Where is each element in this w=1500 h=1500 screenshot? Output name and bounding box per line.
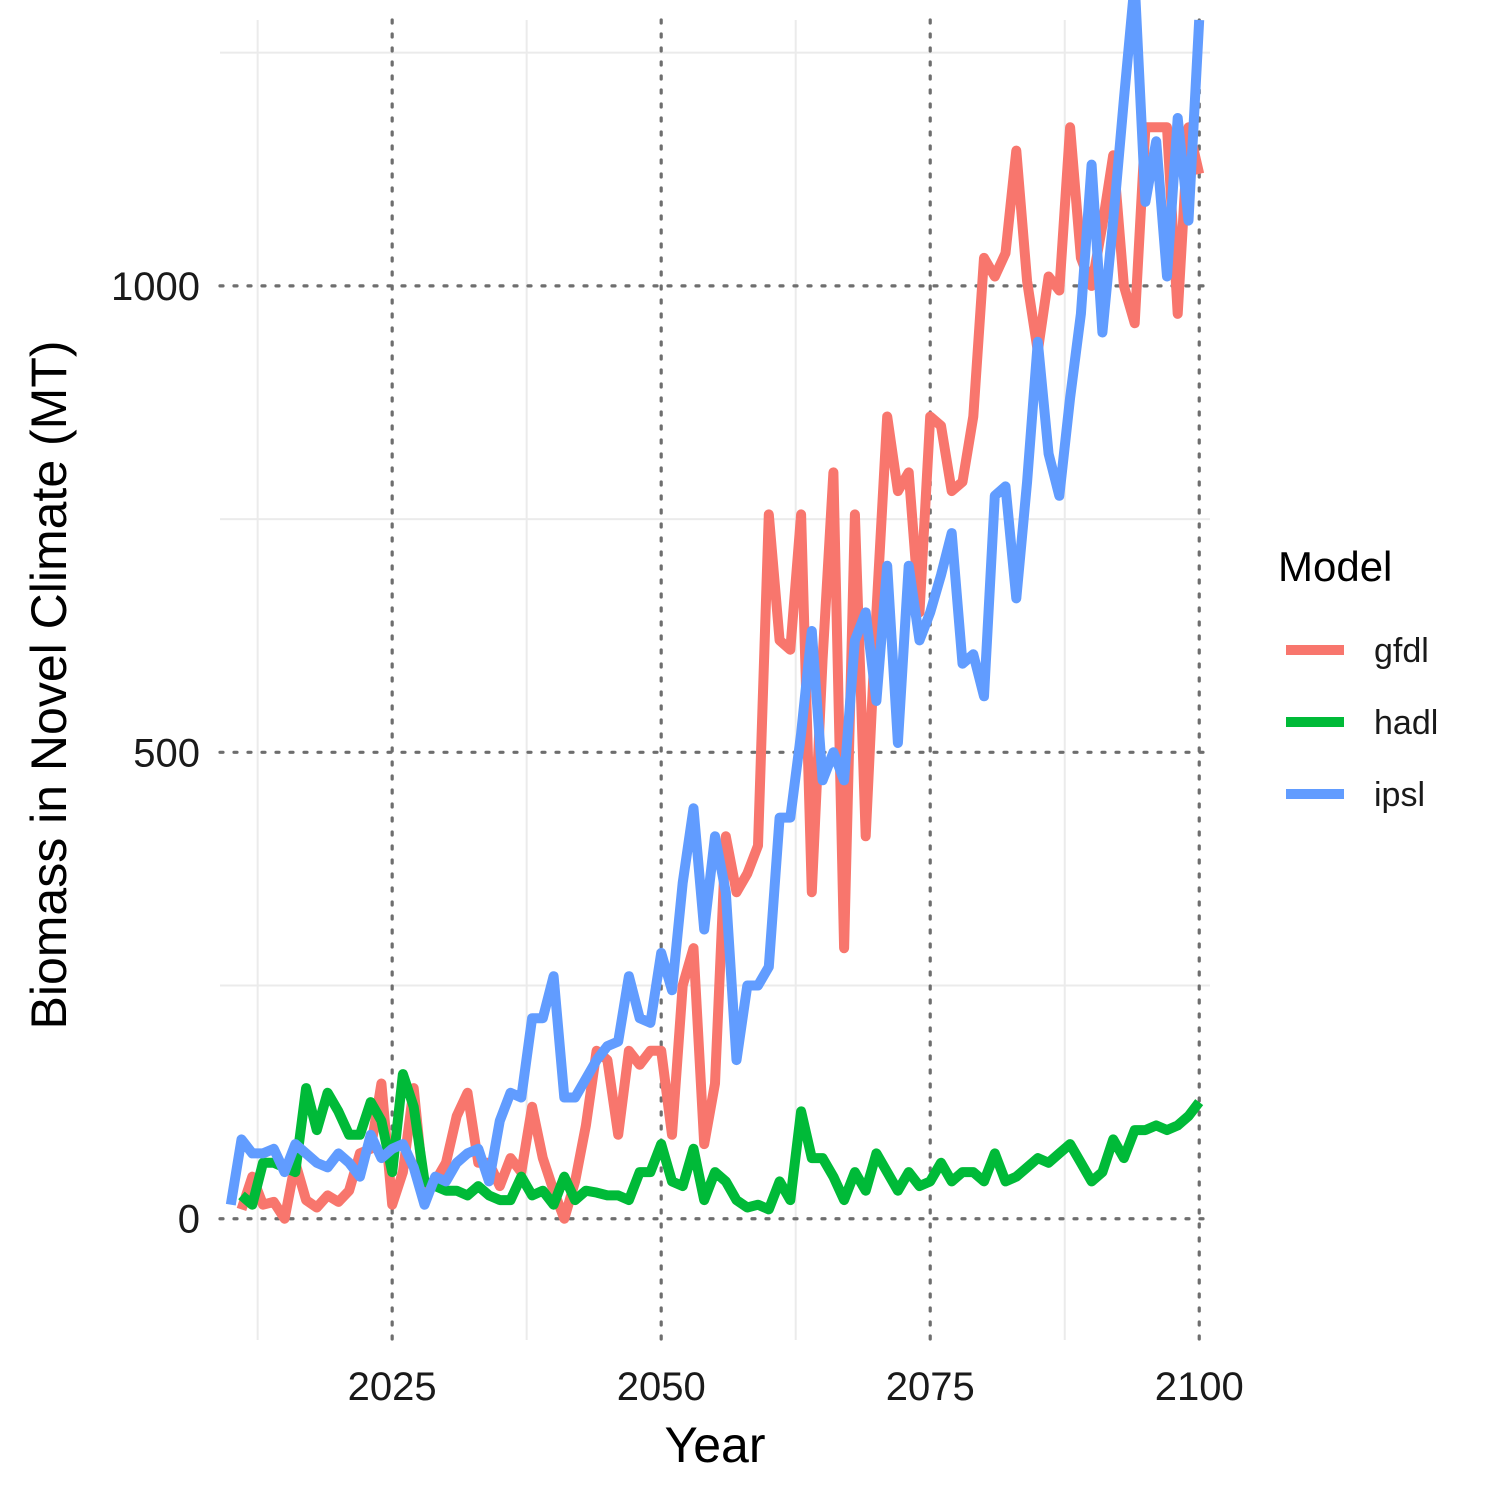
x-tick-label: 2025 [348, 1365, 437, 1409]
x-tick-label: 2100 [1155, 1365, 1244, 1409]
series-line-hadl [238, 1069, 1204, 1215]
legend-label-hadl: hadl [1374, 704, 1438, 742]
legend-label-ipsl: ipsl [1374, 776, 1425, 814]
major-gridlines-x [390, 18, 1201, 1342]
series-lines [225, 0, 1205, 1224]
x-axis-title: Year [664, 1417, 765, 1473]
legend-label-gfdl: gfdl [1374, 632, 1429, 670]
legend: Model gfdl hadl ipsl [1278, 543, 1438, 814]
y-axis-tick-labels: 0 500 1000 [111, 265, 200, 1242]
y-tick-label: 500 [133, 731, 200, 775]
legend-title: Model [1278, 543, 1392, 590]
y-tick-label: 1000 [111, 265, 200, 309]
legend-items: gfdl hadl ipsl [1286, 632, 1438, 814]
y-tick-label: 0 [178, 1198, 200, 1242]
series-line-ipsl [225, 0, 1205, 1210]
y-axis-title: Biomass in Novel Climate (MT) [21, 340, 77, 1029]
x-axis-tick-labels: 2025 2050 2075 2100 [348, 1365, 1244, 1409]
x-tick-label: 2075 [886, 1365, 975, 1409]
series-line-gfdl [236, 122, 1205, 1224]
x-tick-label: 2050 [617, 1365, 706, 1409]
